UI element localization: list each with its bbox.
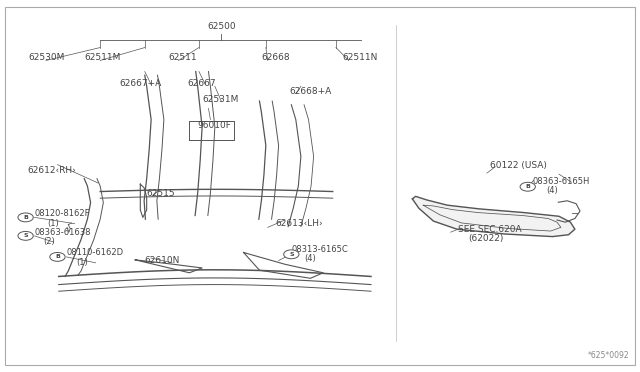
Circle shape bbox=[50, 253, 65, 261]
Text: 62667: 62667 bbox=[188, 79, 216, 88]
Text: (1): (1) bbox=[47, 218, 59, 228]
Text: (1): (1) bbox=[77, 258, 88, 267]
Text: 62667+A: 62667+A bbox=[119, 79, 161, 88]
Text: B: B bbox=[23, 215, 28, 220]
Text: 62511M: 62511M bbox=[84, 54, 120, 62]
Text: (4): (4) bbox=[546, 186, 558, 195]
Text: 08120-8162F: 08120-8162F bbox=[35, 209, 90, 218]
Text: (62022): (62022) bbox=[468, 234, 503, 243]
Text: 62515: 62515 bbox=[147, 189, 175, 198]
Text: S: S bbox=[289, 252, 294, 257]
Text: 62610N: 62610N bbox=[145, 256, 180, 265]
Circle shape bbox=[520, 182, 536, 191]
Text: 62668+A: 62668+A bbox=[289, 87, 332, 96]
Text: 62511: 62511 bbox=[168, 54, 197, 62]
Circle shape bbox=[18, 213, 33, 222]
Circle shape bbox=[18, 231, 33, 240]
Text: B: B bbox=[525, 184, 530, 189]
Text: B: B bbox=[55, 254, 60, 259]
Text: SEE SEC.620A: SEE SEC.620A bbox=[458, 225, 521, 234]
Text: S: S bbox=[23, 233, 28, 238]
Text: 62668: 62668 bbox=[261, 54, 290, 62]
Text: 60122 (USA): 60122 (USA) bbox=[490, 161, 547, 170]
Text: 62613‹LH›: 62613‹LH› bbox=[275, 219, 323, 228]
Text: *625*0092: *625*0092 bbox=[588, 350, 629, 359]
Text: 62500: 62500 bbox=[207, 22, 236, 31]
Text: 08363-61638: 08363-61638 bbox=[35, 228, 91, 237]
Text: 62531M: 62531M bbox=[202, 95, 239, 104]
Text: 96010F: 96010F bbox=[198, 121, 232, 130]
Text: 08110-6162D: 08110-6162D bbox=[67, 248, 124, 257]
Text: 62612‹RH›: 62612‹RH› bbox=[27, 166, 76, 175]
Polygon shape bbox=[412, 196, 575, 237]
Text: 62511N: 62511N bbox=[342, 54, 378, 62]
Circle shape bbox=[284, 250, 299, 259]
Text: 08313-6165C: 08313-6165C bbox=[292, 245, 349, 254]
Text: (2): (2) bbox=[43, 237, 54, 246]
Text: 08363-6165H: 08363-6165H bbox=[533, 177, 590, 186]
Text: (4): (4) bbox=[305, 254, 316, 263]
Text: 62530M: 62530M bbox=[28, 54, 65, 62]
